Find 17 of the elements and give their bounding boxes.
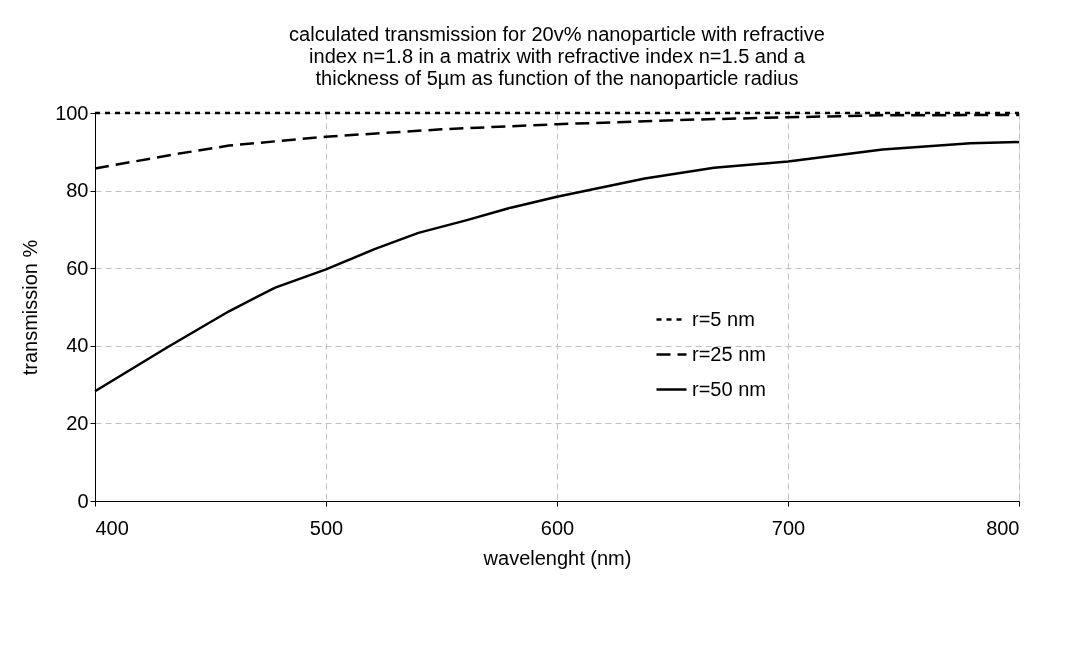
chart-title: calculated transmission for 20v% nanoparticle with refractive index n=1.8 in a matrix with refractive index n=1.5 and a thickness of 5µm as function of the nanoparticle radius xyxy=(289,23,825,89)
y-tick-label: 60 xyxy=(66,256,89,279)
y-tick-label: 0 xyxy=(77,489,89,512)
y-tick-label: 80 xyxy=(66,179,89,202)
y-tick-label: 40 xyxy=(66,334,89,357)
y-tick-label: 20 xyxy=(66,411,89,434)
y-tick-label: 100 xyxy=(55,101,89,124)
y-axis-title: transmission % xyxy=(19,239,42,376)
legend-label: r=5 nm xyxy=(692,307,755,330)
x-axis-title: wavelenght (nm) xyxy=(482,546,632,569)
x-tick-label: 800 xyxy=(986,516,1020,539)
x-tick-label: 500 xyxy=(309,516,344,539)
legend-label: r=50 nm xyxy=(692,377,766,400)
x-tick-label: 400 xyxy=(95,516,129,539)
x-tick-label: 700 xyxy=(771,516,806,539)
x-tick-label: 600 xyxy=(540,516,575,539)
legend-label: r=25 nm xyxy=(692,342,766,365)
